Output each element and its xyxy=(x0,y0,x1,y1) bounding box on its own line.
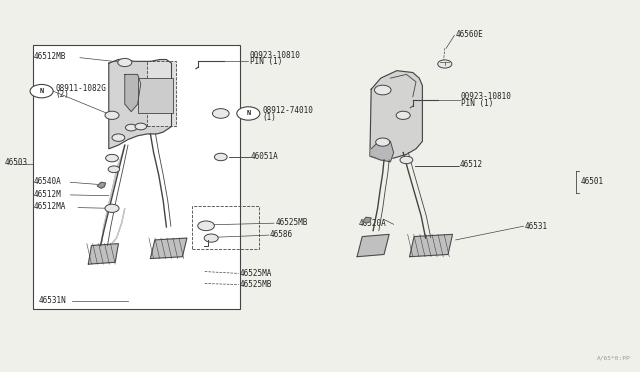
Circle shape xyxy=(376,138,390,146)
Text: 46525MB: 46525MB xyxy=(275,218,308,227)
Text: (2): (2) xyxy=(55,90,69,99)
Text: 08911-1082G: 08911-1082G xyxy=(55,84,106,93)
Text: A/65*0:PP: A/65*0:PP xyxy=(596,356,630,361)
Text: 00923-10810: 00923-10810 xyxy=(461,92,511,101)
Circle shape xyxy=(204,234,218,242)
Bar xyxy=(147,61,176,126)
Polygon shape xyxy=(362,217,371,223)
Circle shape xyxy=(198,221,214,231)
Polygon shape xyxy=(410,234,452,257)
Circle shape xyxy=(214,153,227,161)
Polygon shape xyxy=(101,145,125,247)
Text: 46540A: 46540A xyxy=(33,177,61,186)
Text: 08912-74010: 08912-74010 xyxy=(262,106,313,115)
Circle shape xyxy=(125,124,137,131)
Circle shape xyxy=(374,85,391,95)
Circle shape xyxy=(106,154,118,162)
Text: (1): (1) xyxy=(262,113,276,122)
Text: 46512MA: 46512MA xyxy=(33,202,66,211)
Text: 46531N: 46531N xyxy=(38,296,66,305)
Circle shape xyxy=(105,111,119,119)
Polygon shape xyxy=(357,234,389,257)
Polygon shape xyxy=(371,140,394,162)
Text: PIN (1): PIN (1) xyxy=(461,99,493,108)
Text: 46501: 46501 xyxy=(581,177,604,186)
Polygon shape xyxy=(97,182,106,188)
Text: 46512: 46512 xyxy=(460,160,483,169)
Circle shape xyxy=(212,109,229,118)
Text: 46560E: 46560E xyxy=(456,30,483,39)
Polygon shape xyxy=(150,238,187,259)
Polygon shape xyxy=(125,74,141,112)
Circle shape xyxy=(112,134,125,141)
Circle shape xyxy=(396,111,410,119)
Text: 00923-10810: 00923-10810 xyxy=(250,51,300,60)
Circle shape xyxy=(400,156,413,164)
Bar xyxy=(138,78,173,113)
Text: N: N xyxy=(40,88,44,94)
Text: 46525MA: 46525MA xyxy=(240,269,273,278)
Text: 46503: 46503 xyxy=(5,158,28,167)
Polygon shape xyxy=(109,60,172,149)
Circle shape xyxy=(237,107,260,120)
Text: 46531: 46531 xyxy=(525,222,548,231)
Circle shape xyxy=(30,84,53,98)
Text: 46520A: 46520A xyxy=(358,219,386,228)
Circle shape xyxy=(108,166,120,173)
Text: 46051A: 46051A xyxy=(251,152,278,161)
Circle shape xyxy=(105,204,119,212)
Bar xyxy=(192,206,259,249)
Circle shape xyxy=(438,60,452,68)
Text: PIN (1): PIN (1) xyxy=(250,57,282,66)
Text: 46586: 46586 xyxy=(270,230,293,239)
Polygon shape xyxy=(370,71,422,160)
Text: 46512MB: 46512MB xyxy=(33,52,66,61)
Polygon shape xyxy=(88,244,118,264)
Text: 46525MB: 46525MB xyxy=(240,280,273,289)
Text: 46512M: 46512M xyxy=(33,190,61,199)
Circle shape xyxy=(135,123,147,130)
Text: N: N xyxy=(246,110,250,116)
Bar xyxy=(33,45,240,309)
Circle shape xyxy=(118,58,132,67)
